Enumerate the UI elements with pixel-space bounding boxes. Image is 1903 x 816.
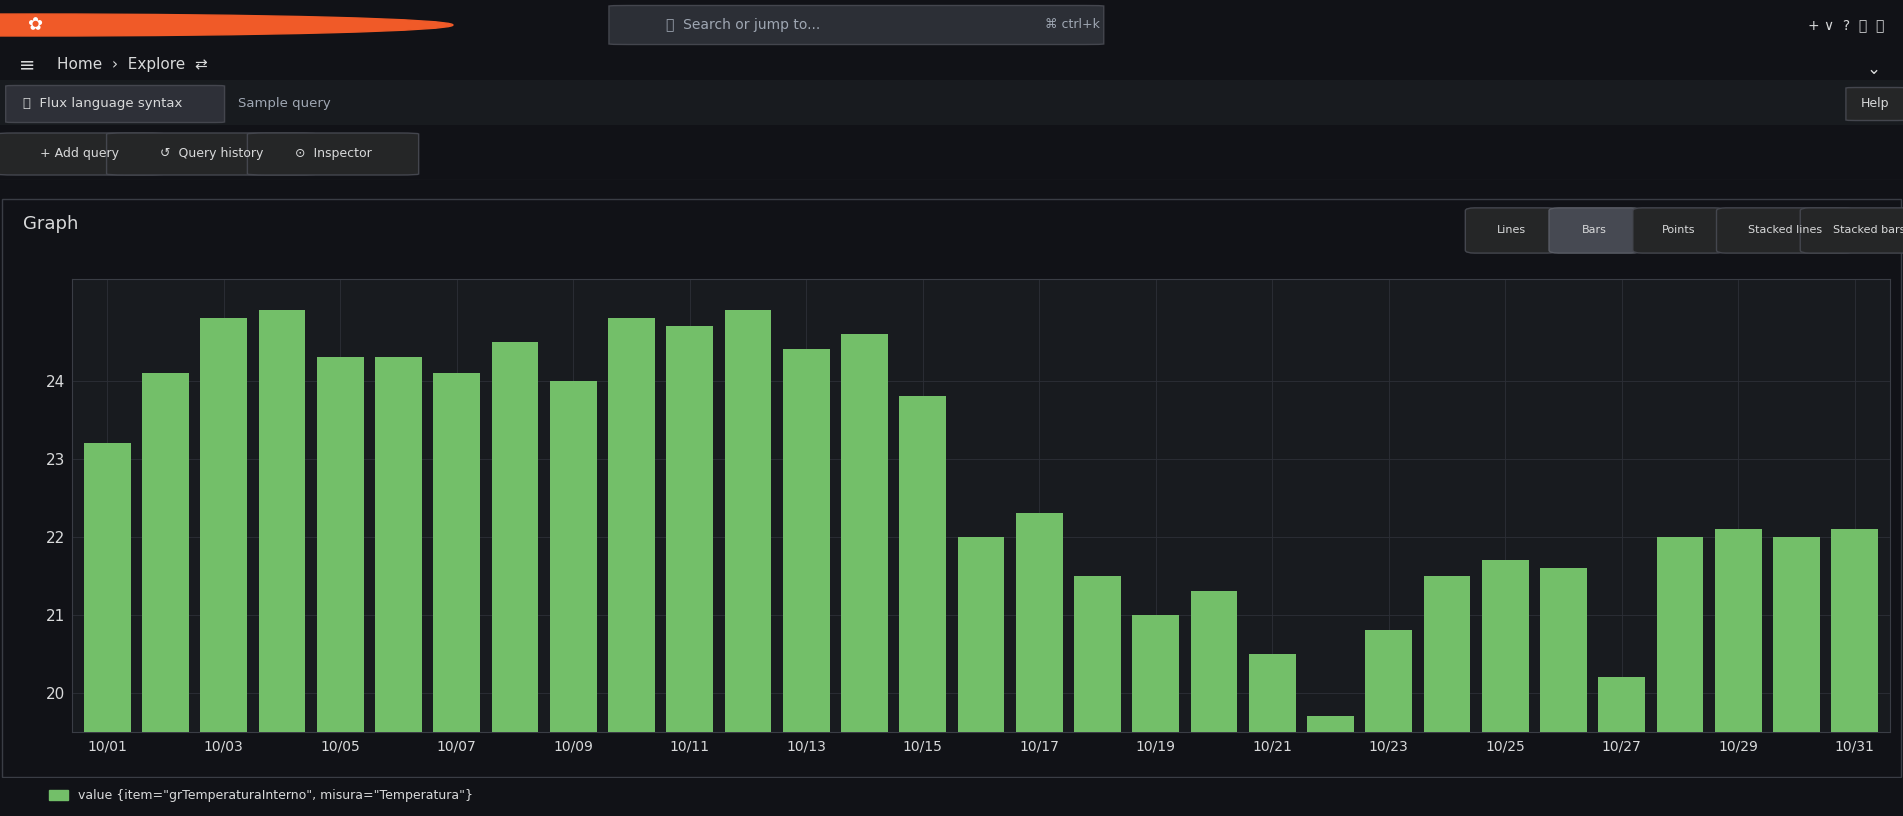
Bar bbox=[666, 326, 714, 816]
Bar bbox=[1831, 529, 1878, 816]
Bar bbox=[1658, 537, 1703, 816]
Bar bbox=[841, 334, 889, 816]
Text: ↺  Query history: ↺ Query history bbox=[160, 147, 263, 159]
Text: Lines: Lines bbox=[1496, 225, 1526, 236]
FancyBboxPatch shape bbox=[1549, 208, 1640, 253]
Bar bbox=[1191, 592, 1237, 816]
Bar bbox=[900, 397, 946, 816]
Text: Points: Points bbox=[1661, 225, 1696, 236]
FancyBboxPatch shape bbox=[1717, 208, 1854, 253]
Text: ≡: ≡ bbox=[19, 55, 36, 74]
Text: ⎋  Flux language syntax: ⎋ Flux language syntax bbox=[23, 97, 183, 110]
FancyBboxPatch shape bbox=[0, 133, 164, 175]
Text: + Add query: + Add query bbox=[40, 147, 120, 159]
Bar bbox=[1073, 575, 1121, 816]
Bar bbox=[1715, 529, 1762, 816]
Bar bbox=[1774, 537, 1819, 816]
Bar bbox=[434, 373, 480, 816]
FancyBboxPatch shape bbox=[247, 133, 419, 175]
Bar bbox=[1132, 614, 1180, 816]
Bar bbox=[375, 357, 422, 816]
Text: Graph: Graph bbox=[23, 215, 78, 233]
FancyBboxPatch shape bbox=[107, 133, 316, 175]
Bar bbox=[143, 373, 188, 816]
FancyBboxPatch shape bbox=[1465, 208, 1557, 253]
Bar bbox=[550, 380, 596, 816]
FancyBboxPatch shape bbox=[609, 6, 1104, 45]
Bar bbox=[1540, 568, 1587, 816]
FancyBboxPatch shape bbox=[1846, 87, 1903, 121]
Text: Home  ›  Explore  ⇄: Home › Explore ⇄ bbox=[57, 57, 207, 73]
Bar bbox=[725, 310, 771, 816]
Bar bbox=[782, 349, 830, 816]
Bar bbox=[1423, 575, 1471, 816]
Bar bbox=[318, 357, 363, 816]
Circle shape bbox=[0, 14, 453, 36]
Text: Stacked bars: Stacked bars bbox=[1833, 225, 1903, 236]
Bar bbox=[1482, 560, 1528, 816]
Bar bbox=[259, 310, 304, 816]
Bar bbox=[1307, 716, 1353, 816]
Text: Stacked lines: Stacked lines bbox=[1749, 225, 1821, 236]
Bar bbox=[1599, 677, 1644, 816]
Bar bbox=[1248, 654, 1296, 816]
FancyBboxPatch shape bbox=[1800, 208, 1903, 253]
Legend: value {item="grTemperaturaInterno", misura="Temperatura"}: value {item="grTemperaturaInterno", misu… bbox=[44, 784, 478, 808]
Text: + ∨  ?  🔔  👤: + ∨ ? 🔔 👤 bbox=[1808, 18, 1884, 32]
Bar bbox=[491, 342, 539, 816]
Bar bbox=[609, 318, 655, 816]
Text: ⌘ ctrl+k: ⌘ ctrl+k bbox=[1037, 19, 1100, 32]
Bar bbox=[84, 443, 131, 816]
Bar bbox=[957, 537, 1005, 816]
FancyBboxPatch shape bbox=[1633, 208, 1724, 253]
Bar bbox=[1016, 513, 1062, 816]
Text: Sample query: Sample query bbox=[238, 97, 331, 110]
FancyBboxPatch shape bbox=[6, 86, 225, 122]
Text: Bars: Bars bbox=[1581, 225, 1608, 236]
Text: ⌃: ⌃ bbox=[1861, 56, 1874, 74]
Bar bbox=[0, 80, 1903, 125]
Bar bbox=[200, 318, 247, 816]
Bar bbox=[1366, 630, 1412, 816]
Text: ⊙  Inspector: ⊙ Inspector bbox=[295, 147, 371, 159]
Text: ✿: ✿ bbox=[27, 16, 42, 34]
Text: 🔍  Search or jump to...: 🔍 Search or jump to... bbox=[666, 18, 820, 32]
Text: Help: Help bbox=[1861, 97, 1890, 110]
